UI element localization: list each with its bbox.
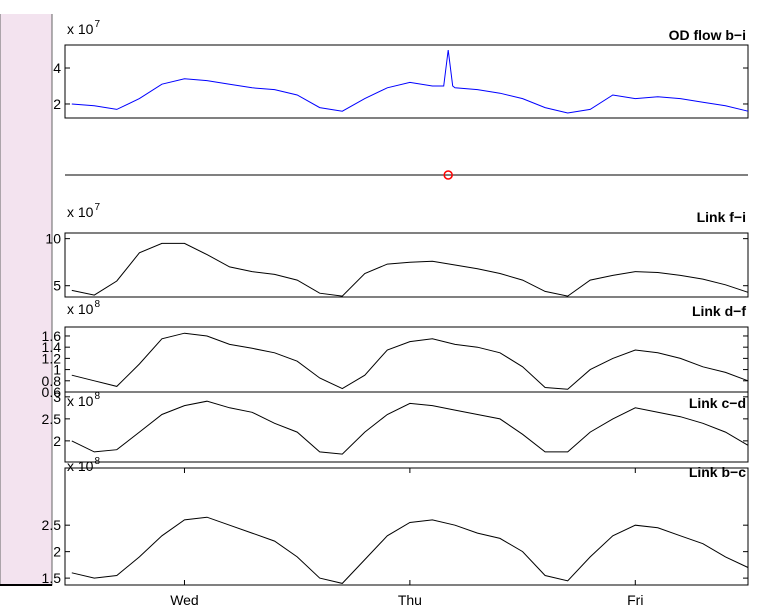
panel-title: Link d−f bbox=[692, 303, 746, 319]
axis-exponent: 8 bbox=[94, 391, 100, 402]
x-tick-label: Wed bbox=[170, 592, 199, 608]
plot-frame bbox=[65, 327, 748, 392]
y-tick-label: 2.5 bbox=[42, 411, 62, 427]
plot-frame bbox=[65, 392, 748, 462]
top-strip bbox=[0, 0, 783, 14]
plot-frame bbox=[65, 233, 748, 297]
panel-title: Link c−d bbox=[689, 395, 746, 411]
y-tick-label: 1.5 bbox=[42, 570, 62, 586]
axis-multiplier: x 10 bbox=[67, 301, 94, 317]
cropped-figure bbox=[0, 0, 52, 585]
plot-frame bbox=[65, 45, 748, 118]
panel-title: Link b−c bbox=[689, 464, 746, 480]
y-tick-label: 2.5 bbox=[42, 517, 62, 533]
y-tick-label: 3 bbox=[53, 389, 61, 405]
axis-exponent: 7 bbox=[94, 19, 100, 30]
y-tick-label: 10 bbox=[45, 231, 61, 247]
y-tick-label: 5 bbox=[53, 278, 61, 294]
panel-title: Link f−i bbox=[697, 209, 746, 225]
y-tick-label: 1.6 bbox=[42, 328, 62, 344]
x-tick-label: Thu bbox=[398, 592, 422, 608]
axis-exponent: 8 bbox=[94, 456, 100, 467]
y-tick-label: 2 bbox=[53, 96, 61, 112]
y-tick-label: 2 bbox=[53, 544, 61, 560]
x-tick-label: Fri bbox=[627, 592, 643, 608]
chart: 24OD flow b−ix 107510Link f−ix 1070.60.8… bbox=[0, 0, 783, 615]
axis-multiplier: x 10 bbox=[67, 21, 94, 37]
y-tick-label: 4 bbox=[53, 60, 61, 76]
axis-multiplier: x 10 bbox=[67, 393, 94, 409]
axis-exponent: 8 bbox=[94, 299, 100, 310]
axis-multiplier: x 10 bbox=[67, 458, 94, 474]
axis-exponent: 7 bbox=[94, 202, 100, 213]
axis-multiplier: x 10 bbox=[67, 204, 94, 220]
y-tick-label: 2 bbox=[53, 433, 61, 449]
page: {"chart_data": [ {"type": "line", "title… bbox=[0, 0, 783, 615]
panel-title: OD flow b−i bbox=[669, 27, 746, 43]
